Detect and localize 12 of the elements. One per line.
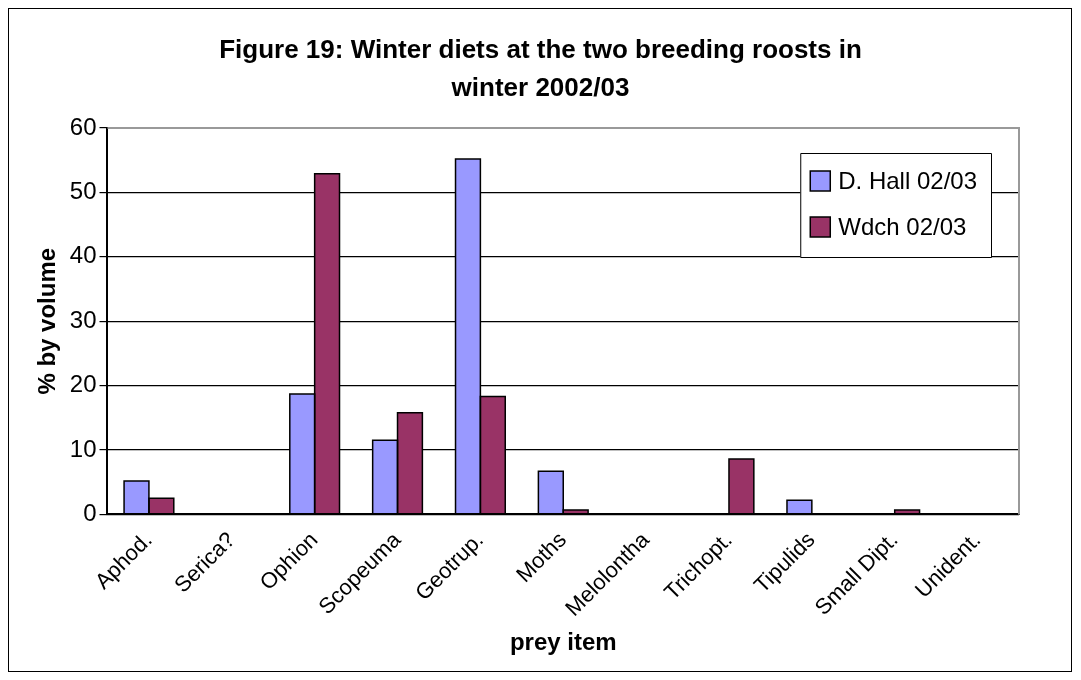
y-tick-label: 50: [69, 177, 97, 205]
y-tick-label: 60: [69, 112, 97, 140]
y-tick-label: 10: [69, 434, 97, 462]
legend-label: Wdch 02/03: [838, 212, 967, 240]
y-tick-label: 30: [69, 305, 97, 333]
y-tick-label: 0: [83, 499, 97, 527]
chart-title: Figure 19: Winter diets at the two breeding roosts in winter 2002/03: [218, 33, 863, 104]
y-axis-title: % by volume: [33, 247, 61, 395]
legend-label: D. Hall 02/03: [838, 166, 978, 194]
y-tick-label: 40: [69, 241, 97, 269]
y-tick-label: 20: [69, 370, 97, 398]
x-axis-title: prey item: [509, 628, 617, 656]
